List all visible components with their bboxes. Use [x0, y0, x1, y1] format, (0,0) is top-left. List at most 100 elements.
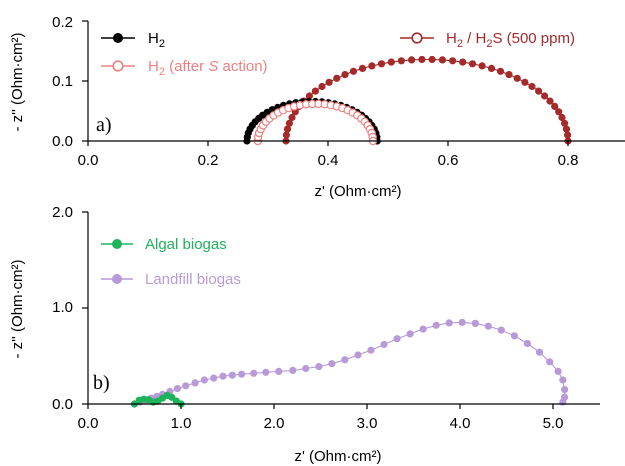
panel-b-landfill-biogas-point-16: [262, 368, 270, 376]
panel-a-h2-h2s-500-ppm-point-27: [478, 62, 486, 70]
panel-b-landfill-biogas-point-31: [458, 318, 466, 326]
panel-b-label: b): [93, 372, 110, 394]
panel-b-landfill-biogas-point-32: [471, 319, 479, 327]
panel-a-h2-h2s-500-ppm-point-3: [285, 119, 293, 127]
panel-a-ticks: [82, 20, 569, 146]
panel-a-h2-h2s-500-ppm-point-37: [551, 102, 559, 110]
panel-a-h2-h2s-500-ppm-point-41: [562, 125, 571, 133]
panel-a-h2-h2s-500-ppm-point-13: [341, 71, 349, 79]
panel-b-landfill-biogas-point-18: [289, 366, 297, 374]
legend-h2-after-s-rest2: action): [218, 58, 267, 75]
panel-a-xtick-1: 0.2: [198, 152, 219, 169]
panel-a-series: [243, 55, 572, 146]
panel-a-h2-h2s-500-ppm-point-28: [487, 64, 496, 72]
legend-algal-label: Algal biogas: [145, 236, 227, 253]
panel-b-xtick-2: 2.0: [264, 415, 285, 432]
panel-b-xtick-4: 4.0: [450, 415, 471, 432]
panel-b-landfill-biogas-point-27: [406, 330, 414, 338]
panel-b-landfill-biogas-line: [134, 321, 566, 405]
panel-b-landfill-biogas-point-17: [275, 367, 283, 375]
panel-b-landfill-biogas-point-22: [341, 356, 349, 364]
panel-a-h2-h2s-500-ppm-point-16: [368, 62, 376, 70]
panel-a-h2-h2s-500-ppm-point-21: [418, 55, 426, 64]
panel-b-landfill-biogas-point-29: [432, 321, 440, 329]
legend-h2-after-s-sub: 2: [159, 66, 165, 78]
legend-landfill-label: Landfill biogas: [145, 271, 241, 288]
panel-a-h2-h2s-500-ppm-point-34: [535, 87, 543, 95]
legend-h2-after-s-italic: S: [208, 58, 218, 75]
panel-b-landfill-biogas-point-13: [228, 371, 236, 379]
panel-a-h2-h2s-500-ppm-point-8: [305, 92, 313, 100]
panel-b-landfill-biogas-point-33: [484, 322, 492, 330]
panel-b-landfill-biogas-point-15: [250, 369, 258, 377]
panel-a-ylabel: - z'' (Ohm·cm²): [9, 32, 26, 131]
panel-b-landfill-biogas-point-30: [445, 319, 453, 327]
panel-b-landfill-biogas-point-7: [173, 385, 181, 393]
panel-b-landfill-biogas-point-24: [367, 346, 375, 354]
panel-a-h2-h2s-500-ppm-point-15: [358, 64, 367, 72]
panel-b-landfill-biogas-point-14: [238, 370, 246, 378]
panel-b-landfill-biogas-point-28: [419, 325, 427, 333]
panel-a-h2-h2s-500-ppm-point-1: [282, 131, 290, 139]
panel-a-h2-h2s-500-ppm-point-24: [449, 57, 457, 65]
panel-b-xtick-3: 3.0: [357, 415, 378, 432]
panel-b-landfill-biogas-point-43: [559, 398, 567, 406]
legend-h2-label: H2: [148, 30, 165, 50]
panel-b-series: [130, 318, 569, 408]
panel-b-ytick-0: 0.0: [52, 396, 73, 413]
panel-a-h2-h2s-500-ppm-point-25: [459, 58, 467, 66]
panel-a: 0.0 0.1 0.2 0.0 0.2 0.4 0.6 0.8 z' (Ohm·…: [9, 14, 625, 200]
panel-b-landfill-biogas-point-39: [554, 367, 562, 375]
panel-a-h2-h2s-500-ppm-point-26: [468, 60, 477, 68]
panel-a-h2-h2s-500-ppm-point-22: [428, 55, 436, 64]
panel-a-h2-h2s-500-ppm-point-20: [408, 56, 416, 64]
panel-a-h2-h2s-500-ppm-point-18: [387, 58, 395, 66]
panel-b-ytick-2: 2.0: [52, 204, 73, 221]
panel-b-xlabel: z' (Ohm·cm²): [294, 448, 381, 465]
panel-b: 0.0 1.0 2.0 0.0 1.0 2.0 3.0 4.0 5.0 z' (…: [9, 204, 600, 465]
panel-a-ytick-0: 0.0: [52, 133, 73, 150]
panel-a-h2-h2s-500-ppm-point-14: [349, 67, 358, 75]
panel-a-h2-h2s-500-ppm-point-36: [546, 97, 554, 105]
panel-a-h2-h2s-500-ppm-point-30: [505, 71, 513, 79]
panel-b-landfill-biogas-point-36: [523, 339, 532, 348]
panel-b-landfill-biogas-point-41: [561, 386, 569, 394]
panel-b-landfill-biogas-point-20: [315, 363, 323, 371]
panel-b-ytick-1: 1.0: [52, 299, 73, 316]
legend-h2-sub: 2: [159, 38, 165, 50]
panel-b-landfill-biogas-point-34: [497, 326, 505, 334]
panel-a-h2-h2s-500-ppm-point-17: [377, 60, 386, 68]
panel-a-h2-h2s-500-ppm-point-9: [311, 87, 319, 95]
panel-b-landfill-biogas-point-19: [302, 364, 310, 373]
legend-h2-h2s-end: S (500 ppm): [492, 30, 575, 47]
legend-h2-after-s-rest1: (after: [165, 58, 208, 75]
panel-b-landfill-biogas-point-21: [328, 360, 336, 368]
panel-b-landfill-biogas-point-23: [354, 351, 362, 359]
panel-a-h2-h2s-500-ppm-point-42: [564, 131, 572, 139]
panel-a-h2-h2s-500-ppm-point-12: [333, 74, 341, 82]
legend-h2-h2s-marker: [411, 32, 423, 44]
panel-a-xtick-0: 0.0: [78, 152, 99, 169]
panel-a-h2-h2s-500-ppm-point-19: [397, 57, 405, 65]
panel-a-h2-h2s-500-ppm-point-2: [283, 125, 292, 133]
panel-a-h2-h2s-500-ppm-point-4: [288, 113, 296, 122]
panel-b-landfill-biogas-point-35: [510, 332, 518, 340]
legend-h2-h2s-main: H: [446, 30, 457, 47]
panel-a-xtick-4: 0.8: [558, 152, 579, 169]
panel-b-landfill-biogas-point-10: [200, 376, 208, 384]
panel-a-label: a): [96, 114, 112, 136]
panel-a-h2-h2s-500-ppm-point-11: [325, 78, 333, 86]
legend-h2-after-s-marker: [112, 60, 124, 72]
legend-h2-h2s-sub2: 2: [486, 38, 492, 50]
legend-h2-h2s-sub: 2: [457, 38, 463, 50]
panel-b-landfill-biogas-point-12: [219, 372, 227, 380]
panel-b-xtick-0: 0.0: [78, 415, 99, 432]
legend-h2-h2s: H2 / H2S (500 ppm): [400, 30, 575, 50]
panel-a-xtick-2: 0.4: [318, 152, 339, 169]
panel-b-ylabel: - z'' (Ohm·cm²): [9, 259, 26, 358]
panel-a-ytick-2: 0.2: [52, 14, 73, 31]
legend-h2: H2: [101, 30, 165, 50]
panel-a-ytick-1: 0.1: [52, 73, 73, 90]
